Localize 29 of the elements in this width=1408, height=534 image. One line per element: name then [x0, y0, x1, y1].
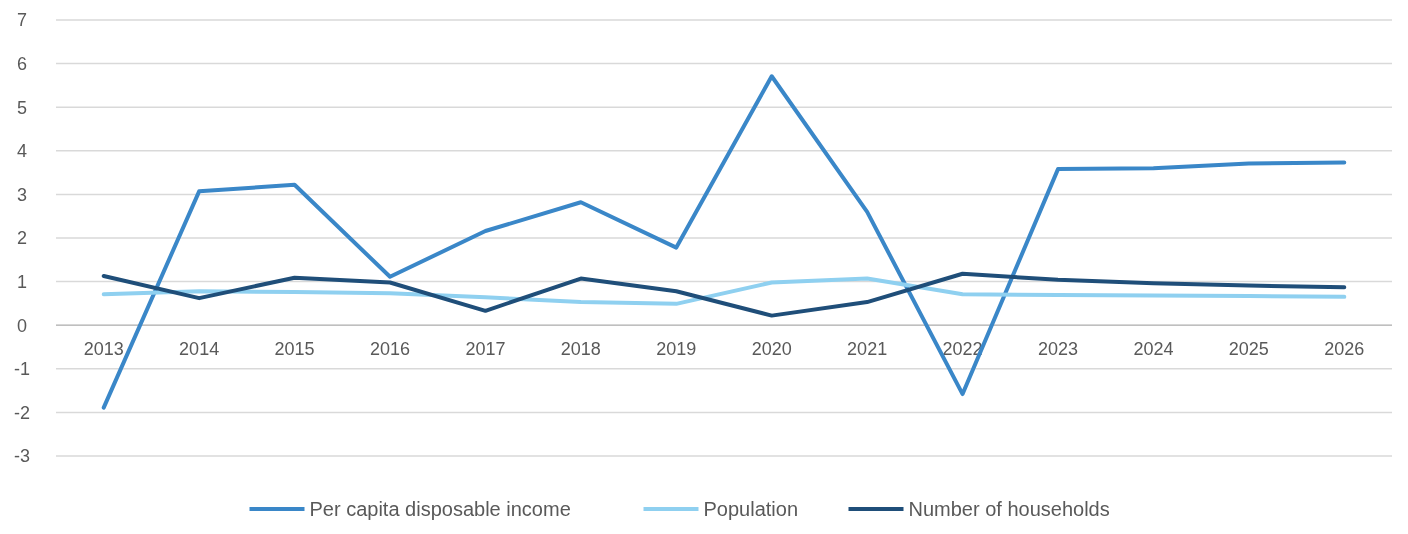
- x-tick-label: 2014: [179, 339, 220, 360]
- x-tick-label: 2023: [1037, 339, 1079, 360]
- x-tick-label: 2020: [751, 339, 792, 360]
- y-tick-label: -1: [13, 359, 31, 380]
- y-tick-label: 0: [16, 315, 28, 336]
- line-series: [101, 276, 1347, 306]
- legend-label: Per capita disposable income: [309, 498, 571, 520]
- x-tick-label: 2026: [1324, 339, 1365, 360]
- y-tick-label: 2: [16, 228, 28, 249]
- legend-label: Number of households: [908, 498, 1110, 520]
- legend-label: Population: [703, 498, 799, 520]
- y-tick-label: -3: [13, 446, 31, 467]
- y-tick-label: 7: [16, 10, 28, 31]
- x-tick-label: 2016: [369, 339, 411, 360]
- x-tick-label: 2017: [465, 339, 506, 360]
- y-tick-label: 1: [16, 271, 28, 292]
- x-tick-label: 2018: [560, 339, 601, 360]
- x-tick-label: 2013: [83, 339, 124, 360]
- x-tick-label: 2015: [274, 339, 315, 360]
- y-tick-label: 4: [16, 141, 28, 162]
- y-tick-label: 6: [16, 53, 28, 74]
- x-tick-label: 2024: [1133, 339, 1174, 360]
- x-tick-label: 2019: [656, 339, 697, 360]
- y-tick-label: 5: [16, 97, 28, 118]
- x-tick-label: 2025: [1228, 339, 1269, 360]
- line-series: [101, 271, 1347, 318]
- y-tick-label: -2: [13, 402, 31, 423]
- x-tick-label: 2021: [847, 339, 888, 360]
- y-tick-label: 3: [16, 184, 28, 205]
